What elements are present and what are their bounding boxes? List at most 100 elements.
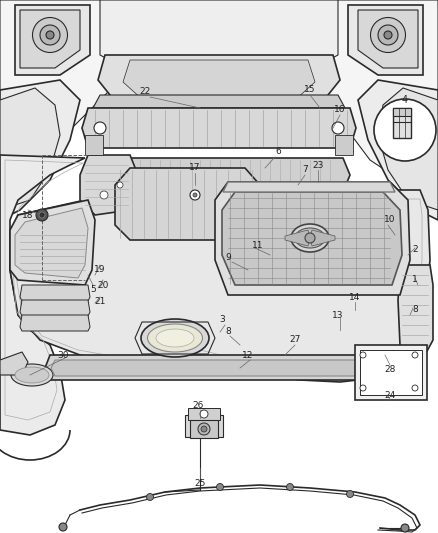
Bar — [360, 350, 422, 395]
Bar — [190, 420, 218, 438]
Text: 30: 30 — [57, 351, 69, 359]
Ellipse shape — [291, 224, 329, 252]
Text: 23: 23 — [312, 160, 324, 169]
Ellipse shape — [141, 319, 209, 357]
Polygon shape — [215, 182, 410, 295]
Bar — [335, 135, 353, 155]
Polygon shape — [15, 208, 88, 278]
Text: 25: 25 — [194, 479, 206, 488]
Polygon shape — [115, 168, 260, 240]
Polygon shape — [378, 88, 438, 210]
Ellipse shape — [15, 367, 49, 383]
Text: 22: 22 — [139, 87, 151, 96]
Text: 6: 6 — [275, 148, 281, 157]
Text: 28: 28 — [384, 366, 396, 375]
Ellipse shape — [59, 523, 67, 531]
Ellipse shape — [46, 31, 54, 39]
Ellipse shape — [378, 25, 398, 45]
Polygon shape — [20, 285, 90, 301]
Text: 17: 17 — [189, 164, 201, 173]
Polygon shape — [123, 60, 315, 106]
Text: 21: 21 — [94, 297, 106, 306]
Polygon shape — [20, 10, 80, 68]
Ellipse shape — [11, 364, 53, 386]
Bar — [355, 345, 427, 400]
Ellipse shape — [156, 329, 194, 347]
Text: 15: 15 — [304, 85, 316, 94]
Ellipse shape — [100, 191, 108, 199]
Polygon shape — [0, 80, 80, 220]
Text: 8: 8 — [412, 305, 418, 314]
Ellipse shape — [216, 483, 223, 490]
Text: 4: 4 — [402, 95, 408, 105]
Polygon shape — [20, 300, 90, 316]
Polygon shape — [0, 88, 60, 210]
Ellipse shape — [332, 122, 344, 134]
Ellipse shape — [374, 99, 436, 161]
Text: 7: 7 — [302, 166, 308, 174]
Ellipse shape — [286, 483, 293, 490]
Ellipse shape — [117, 182, 123, 188]
Ellipse shape — [198, 423, 210, 435]
Bar — [393, 108, 411, 138]
Ellipse shape — [148, 324, 202, 352]
Polygon shape — [93, 95, 345, 108]
Polygon shape — [398, 265, 433, 360]
Polygon shape — [0, 155, 85, 435]
Bar — [185, 415, 223, 437]
Text: 18: 18 — [22, 211, 34, 220]
Text: 10: 10 — [384, 215, 396, 224]
Polygon shape — [15, 5, 90, 75]
Ellipse shape — [412, 352, 418, 358]
Text: 9: 9 — [225, 254, 231, 262]
Ellipse shape — [190, 190, 200, 200]
Ellipse shape — [200, 410, 208, 418]
Ellipse shape — [36, 209, 48, 221]
Polygon shape — [310, 230, 335, 246]
Text: 13: 13 — [332, 311, 344, 319]
Bar — [85, 135, 103, 155]
Ellipse shape — [295, 228, 325, 248]
Text: 14: 14 — [350, 294, 360, 303]
Polygon shape — [0, 0, 180, 180]
Ellipse shape — [196, 421, 212, 431]
Polygon shape — [10, 190, 430, 382]
Polygon shape — [45, 355, 390, 380]
Ellipse shape — [146, 494, 153, 500]
Bar — [188, 408, 220, 420]
Polygon shape — [358, 80, 438, 220]
Text: 11: 11 — [252, 240, 264, 249]
Polygon shape — [223, 182, 395, 192]
Polygon shape — [80, 155, 138, 215]
Ellipse shape — [371, 18, 406, 52]
Polygon shape — [88, 158, 350, 192]
Text: 19: 19 — [94, 265, 106, 274]
Ellipse shape — [401, 524, 409, 532]
Text: 20: 20 — [97, 280, 109, 289]
Polygon shape — [0, 352, 28, 375]
Polygon shape — [348, 5, 423, 75]
Polygon shape — [358, 10, 418, 68]
Polygon shape — [285, 230, 310, 246]
Ellipse shape — [305, 233, 315, 243]
Ellipse shape — [94, 122, 106, 134]
Ellipse shape — [360, 352, 366, 358]
Ellipse shape — [346, 490, 353, 497]
Ellipse shape — [412, 385, 418, 391]
Text: 3: 3 — [219, 316, 225, 325]
Text: 24: 24 — [385, 391, 396, 400]
Polygon shape — [222, 192, 402, 285]
Polygon shape — [82, 108, 356, 148]
Text: 8: 8 — [225, 327, 231, 336]
Ellipse shape — [39, 212, 45, 218]
Polygon shape — [20, 315, 90, 331]
Polygon shape — [51, 360, 384, 376]
Polygon shape — [98, 55, 340, 112]
Text: 5: 5 — [90, 286, 96, 295]
Ellipse shape — [32, 18, 67, 52]
Polygon shape — [10, 200, 95, 285]
Ellipse shape — [40, 25, 60, 45]
Text: 1: 1 — [412, 276, 418, 285]
Text: 27: 27 — [290, 335, 301, 344]
Ellipse shape — [384, 31, 392, 39]
